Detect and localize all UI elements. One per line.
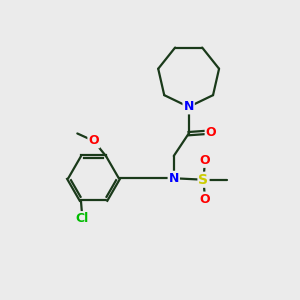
Text: S: S <box>199 173 208 187</box>
Text: O: O <box>200 154 210 167</box>
Text: N: N <box>169 172 179 185</box>
Text: O: O <box>206 126 216 139</box>
Text: Cl: Cl <box>76 212 89 225</box>
Text: O: O <box>88 134 99 147</box>
Text: N: N <box>184 100 194 113</box>
Text: O: O <box>200 193 210 206</box>
